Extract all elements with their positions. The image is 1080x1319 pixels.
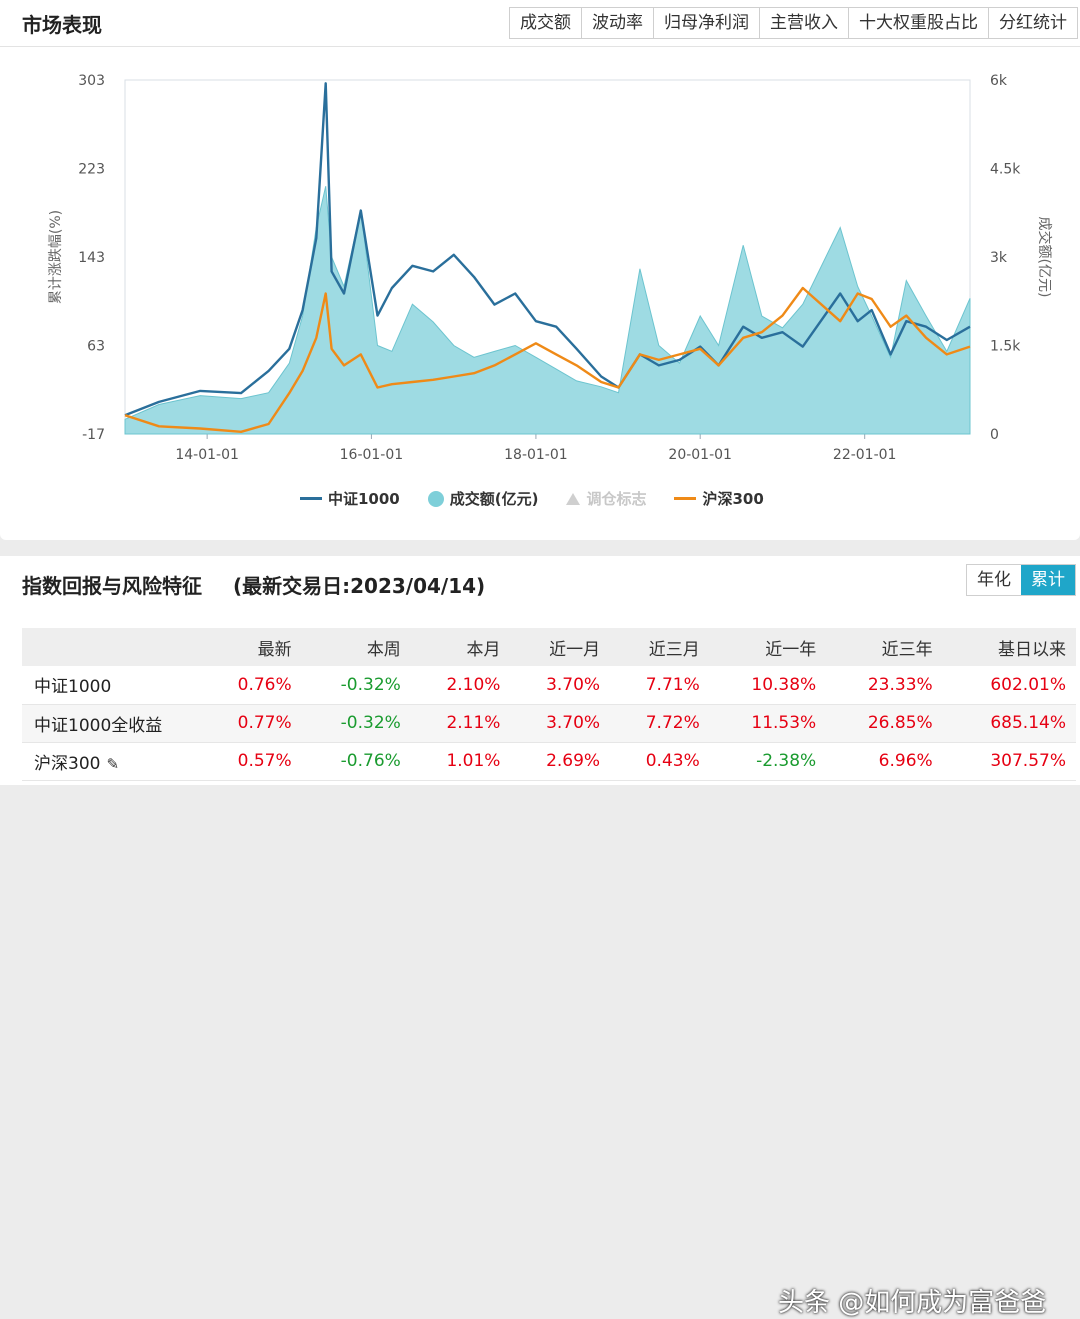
y-right-tick-label: 6k xyxy=(990,73,1008,89)
tab-turnover[interactable]: 成交额 xyxy=(510,8,581,38)
return-risk-card: 指数回报与风险特征 (最新交易日:2023/04/14) 年化 累计 最新 本周… xyxy=(0,556,1080,1318)
column-header: 本周 xyxy=(301,628,411,666)
performance-chart: 303 223 143 63 -17 6k 4.5k 3k 1.5k 0 14-01-01 16-01… xyxy=(48,73,1053,463)
legend-rebalance-label: 调仓标志 xyxy=(586,490,647,508)
value-cell: 2.69% xyxy=(510,742,611,781)
market-section-title: 市场表现 xyxy=(22,13,102,37)
legend-rebalance[interactable]: 调仓标志 xyxy=(566,488,646,509)
volume-area xyxy=(124,186,971,435)
row-name: 沪深300 xyxy=(34,753,101,774)
y-right-tick-label: 4.5k xyxy=(990,162,1021,178)
triangle-icon xyxy=(566,492,581,505)
y-right-tick-label: 0 xyxy=(990,427,999,443)
value-cell: -0.32% xyxy=(301,666,411,705)
value-cell: 0.77% xyxy=(202,704,302,743)
column-header: 近一年 xyxy=(709,628,827,666)
legend-line-icon xyxy=(674,497,697,500)
row-name: 中证1000 xyxy=(34,677,112,698)
y-right-tick-label: 1.5k xyxy=(990,339,1021,355)
y-tick-label: 63 xyxy=(87,339,105,355)
y-tick-label: -17 xyxy=(82,427,105,443)
column-header: 基日以来 xyxy=(942,628,1076,666)
header-divider xyxy=(0,46,1080,47)
value-cell: 3.70% xyxy=(510,704,611,743)
legend-hs300-label: 沪深300 xyxy=(702,490,764,508)
x-tick-label: 16-01-01 xyxy=(340,447,404,463)
tab-volatility[interactable]: 波动率 xyxy=(581,8,653,38)
row-name-cell: 中证1000全收益 xyxy=(22,704,202,743)
y-axis-title: 累计涨跌幅(%) xyxy=(48,210,64,304)
legend-csi1000[interactable]: 中证1000 xyxy=(300,488,400,509)
legend-csi1000-label: 中证1000 xyxy=(328,490,400,508)
value-cell: 1.01% xyxy=(410,742,511,781)
y-tick-label: 143 xyxy=(78,250,105,266)
value-cell: 7.72% xyxy=(610,704,710,743)
value-cell: 307.57% xyxy=(942,742,1076,781)
x-tick-label: 18-01-01 xyxy=(504,447,568,463)
value-cell: -2.38% xyxy=(709,742,827,781)
column-header: 最新 xyxy=(202,628,302,666)
value-cell: -0.76% xyxy=(301,742,411,781)
table-header-row: 最新 本周 本月 近一月 近三月 近一年 近三年 基日以来 xyxy=(22,628,1076,666)
value-cell: -0.32% xyxy=(301,704,411,743)
annualized-cumulative-toggle: 年化 累计 xyxy=(966,564,1076,596)
y-right-axis-title: 成交额(亿元) xyxy=(1036,217,1053,298)
y-tick-label: 223 xyxy=(78,162,105,178)
column-header: 本月 xyxy=(410,628,511,666)
chart-legend: 中证1000 成交额(亿元) 调仓标志 沪深300 xyxy=(300,488,764,509)
tab-dividend[interactable]: 分红统计 xyxy=(988,8,1077,38)
row-name-cell: 沪深300 ✎ xyxy=(22,742,202,781)
value-cell: 3.70% xyxy=(510,666,611,705)
legend-volume-label: 成交额(亿元) xyxy=(449,490,539,508)
y-right-tick-label: 3k xyxy=(990,250,1008,266)
latest-trade-date: (最新交易日:2023/04/14) xyxy=(232,574,486,598)
hs300-line xyxy=(124,286,971,433)
tab-revenue[interactable]: 主营收入 xyxy=(759,8,848,38)
tab-net-profit[interactable]: 归母净利润 xyxy=(653,8,759,38)
value-cell: 602.01% xyxy=(942,666,1076,705)
value-cell: 23.33% xyxy=(826,666,943,705)
pencil-icon[interactable]: ✎ xyxy=(106,754,120,773)
risk-section-title: 指数回报与风险特征 (最新交易日:2023/04/14) xyxy=(22,570,485,599)
value-cell: 26.85% xyxy=(826,704,943,743)
column-header: 近一月 xyxy=(510,628,611,666)
value-cell: 685.14% xyxy=(942,704,1076,743)
value-cell: 2.10% xyxy=(410,666,511,705)
column-header xyxy=(22,628,202,666)
x-tick-label: 14-01-01 xyxy=(175,447,239,463)
row-name-cell: 中证1000 xyxy=(22,666,202,705)
column-header: 近三月 xyxy=(610,628,710,666)
value-cell: 2.11% xyxy=(410,704,511,743)
table-row: 中证1000全收益 0.77% -0.32% 2.11% 3.70% 7.72% 11.53… xyxy=(22,704,1076,743)
x-tick-label: 22-01-01 xyxy=(833,447,897,463)
value-cell: 0.76% xyxy=(202,666,302,705)
toggle-cumulative[interactable]: 累计 xyxy=(1021,565,1075,595)
legend-volume[interactable]: 成交额(亿元) xyxy=(427,488,539,509)
value-cell: 0.43% xyxy=(610,742,710,781)
tab-top10-weight[interactable]: 十大权重股占比 xyxy=(848,8,988,38)
risk-title: 指数回报与风险特征 xyxy=(22,574,202,598)
watermark: 头条 @如何成为富爸爸 xyxy=(778,1288,1047,1318)
csi1000-line xyxy=(124,82,971,417)
market-performance-card: 市场表现 成交额 波动率 归母净利润 主营收入 十大权重股占比 分红统计 303… xyxy=(0,0,1080,540)
table-row: 中证1000 0.76% -0.32% 2.10% 3.70% 7.71% 10.38% 23… xyxy=(22,666,1076,705)
value-cell: 6.96% xyxy=(826,742,943,781)
value-cell: 10.38% xyxy=(709,666,827,705)
value-cell: 11.53% xyxy=(709,704,827,743)
table-row: 沪深300 ✎ 0.57% -0.76% 1.01% 2.69% 0.43% -2.38% 6.… xyxy=(22,742,1076,781)
y-tick-label: 303 xyxy=(78,73,105,89)
x-tick-label: 20-01-01 xyxy=(668,447,732,463)
toggle-annualized[interactable]: 年化 xyxy=(977,570,1011,590)
value-cell: 0.57% xyxy=(202,742,302,781)
row-name: 中证1000全收益 xyxy=(34,715,163,736)
legend-dot-icon xyxy=(427,490,444,507)
legend-line-icon xyxy=(300,497,322,500)
value-cell: 7.71% xyxy=(610,666,710,705)
metric-tabs: 成交额 波动率 归母净利润 主营收入 十大权重股占比 分红统计 xyxy=(509,7,1078,39)
return-table: 最新 本周 本月 近一月 近三月 近一年 近三年 基日以来 中证1000 0.76… xyxy=(22,628,1076,781)
legend-hs300[interactable]: 沪深300 xyxy=(674,488,764,509)
column-header: 近三年 xyxy=(826,628,943,666)
